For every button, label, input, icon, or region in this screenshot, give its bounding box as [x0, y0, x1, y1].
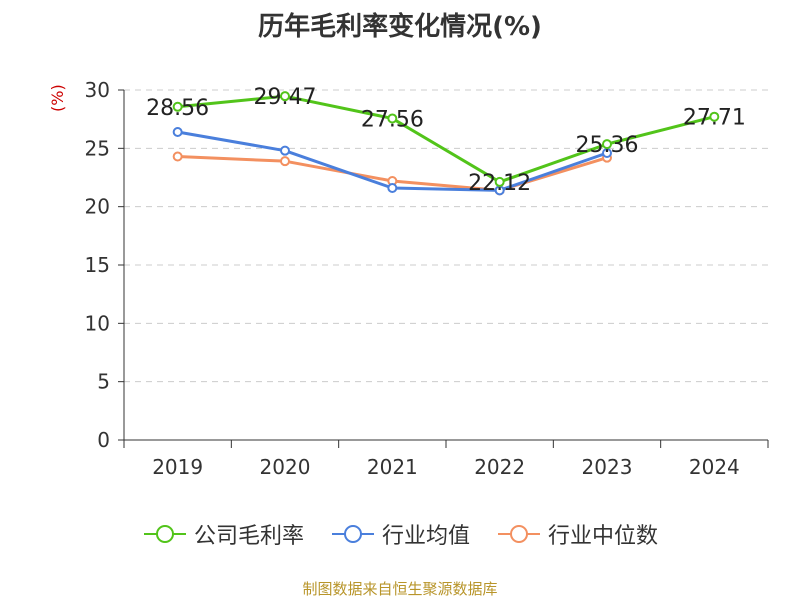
- data-label: 25.36: [576, 133, 639, 158]
- y-tick-label: 25: [85, 136, 110, 160]
- x-tick-label: 2024: [689, 455, 740, 479]
- y-tick-label: 15: [85, 253, 110, 277]
- data-point: [280, 145, 290, 156]
- data-point: [172, 151, 183, 162]
- y-tick-label: 0: [97, 428, 110, 452]
- data-label: 27.71: [683, 106, 746, 131]
- x-tick-label: 2019: [152, 455, 203, 479]
- data-label: 28.56: [146, 96, 209, 121]
- data-label: 29.47: [254, 85, 317, 110]
- legend-item-company[interactable]: 公司毛利率: [142, 518, 304, 550]
- x-tick-label: 2020: [260, 455, 311, 479]
- data-point: [709, 111, 720, 122]
- data-point: [387, 113, 398, 124]
- data-point: [602, 139, 612, 150]
- data-label: 27.56: [361, 107, 424, 132]
- data-point: [494, 176, 505, 187]
- data-point: [387, 183, 398, 193]
- y-tick-label: 30: [85, 78, 110, 102]
- y-tick-label: 20: [85, 195, 110, 219]
- x-tick-label: 2022: [474, 455, 525, 479]
- data-point: [172, 101, 183, 112]
- series-line: [177, 94, 715, 184]
- data-point: [280, 156, 290, 167]
- legend-line-icon: [498, 525, 540, 543]
- legend-line-icon: [331, 525, 374, 543]
- legend-label: 行业均值: [381, 524, 470, 549]
- legend-item-industry-median[interactable]: 行业中位数: [496, 518, 658, 550]
- data-point: [172, 127, 183, 137]
- legend-item-industry-avg[interactable]: 行业均值: [330, 518, 470, 550]
- chart-title: 历年毛利率变化情况(%): [258, 12, 542, 42]
- legend-line-icon: [143, 525, 186, 543]
- data-label: 22.12: [468, 171, 531, 196]
- legend: 公司毛利率 行业均值 行业中位数: [0, 518, 800, 550]
- y-tick-label: 5: [97, 370, 110, 394]
- x-tick-label: 2023: [582, 455, 633, 479]
- source-footer: 制图数据来自恒生聚源数据库: [302, 580, 498, 598]
- x-tick-label: 2021: [367, 455, 418, 479]
- legend-label: 行业中位数: [548, 524, 659, 549]
- y-tick-label: 10: [85, 311, 110, 335]
- data-point: [280, 91, 290, 102]
- legend-label: 公司毛利率: [193, 524, 304, 549]
